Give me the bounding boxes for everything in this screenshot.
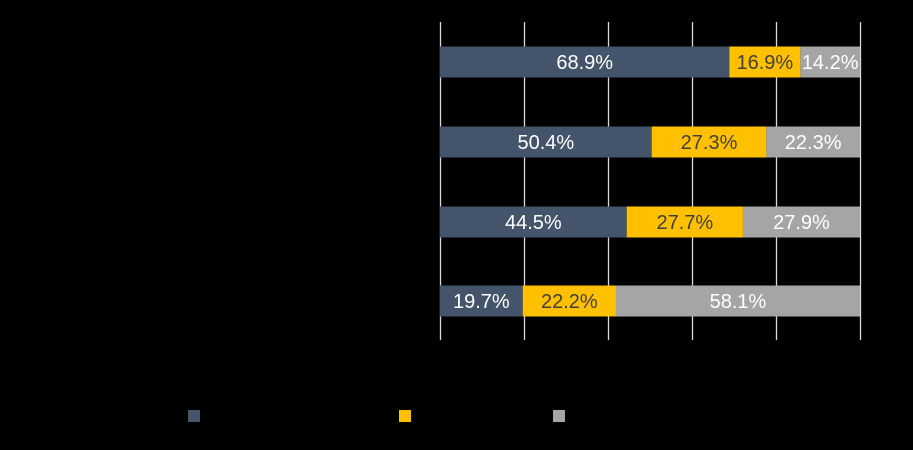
legend-swatch-series1 bbox=[188, 410, 200, 422]
data-label-row1-series3: 14.2% bbox=[802, 52, 859, 74]
data-label-row2-series1: 50.4% bbox=[517, 132, 574, 154]
data-label-row2-series2: 27.3% bbox=[681, 132, 738, 154]
bars bbox=[440, 46, 860, 317]
bar-row4-series1 bbox=[440, 285, 523, 317]
bar-row2-series2 bbox=[651, 126, 767, 158]
data-labels: 68.9% 16.9% 14.2% 50.4% 27.3% 22.3% 44.5% 27.7%… bbox=[453, 52, 859, 313]
bar-row3-series1 bbox=[440, 206, 627, 238]
data-label-row1-series2: 16.9% bbox=[737, 52, 794, 74]
data-label-row4-series2: 22.2% bbox=[541, 291, 598, 313]
data-label-row4-series3: 58.1% bbox=[710, 291, 767, 313]
data-label-row3-series2: 27.7% bbox=[656, 212, 713, 234]
data-label-row3-series1: 44.5% bbox=[505, 212, 562, 234]
bar-row1-series3 bbox=[800, 46, 860, 78]
bar-row1-series1 bbox=[440, 46, 730, 78]
legend-swatch-series3 bbox=[553, 410, 565, 422]
data-label-row4-series1: 19.7% bbox=[453, 291, 510, 313]
bar-row3-series2 bbox=[626, 206, 743, 238]
bar-row4-series3 bbox=[615, 285, 860, 317]
data-label-row3-series3: 27.9% bbox=[773, 212, 830, 234]
legend bbox=[188, 410, 565, 422]
data-label-row2-series3: 22.3% bbox=[785, 132, 842, 154]
data-label-row1-series1: 68.9% bbox=[556, 52, 613, 74]
bar-row4-series2 bbox=[522, 285, 616, 317]
bar-row2-series1 bbox=[440, 126, 652, 158]
bar-row1-series2 bbox=[729, 46, 801, 78]
bar-row3-series3 bbox=[742, 206, 860, 238]
bar-row2-series3 bbox=[766, 126, 860, 158]
legend-swatch-series2 bbox=[399, 410, 411, 422]
